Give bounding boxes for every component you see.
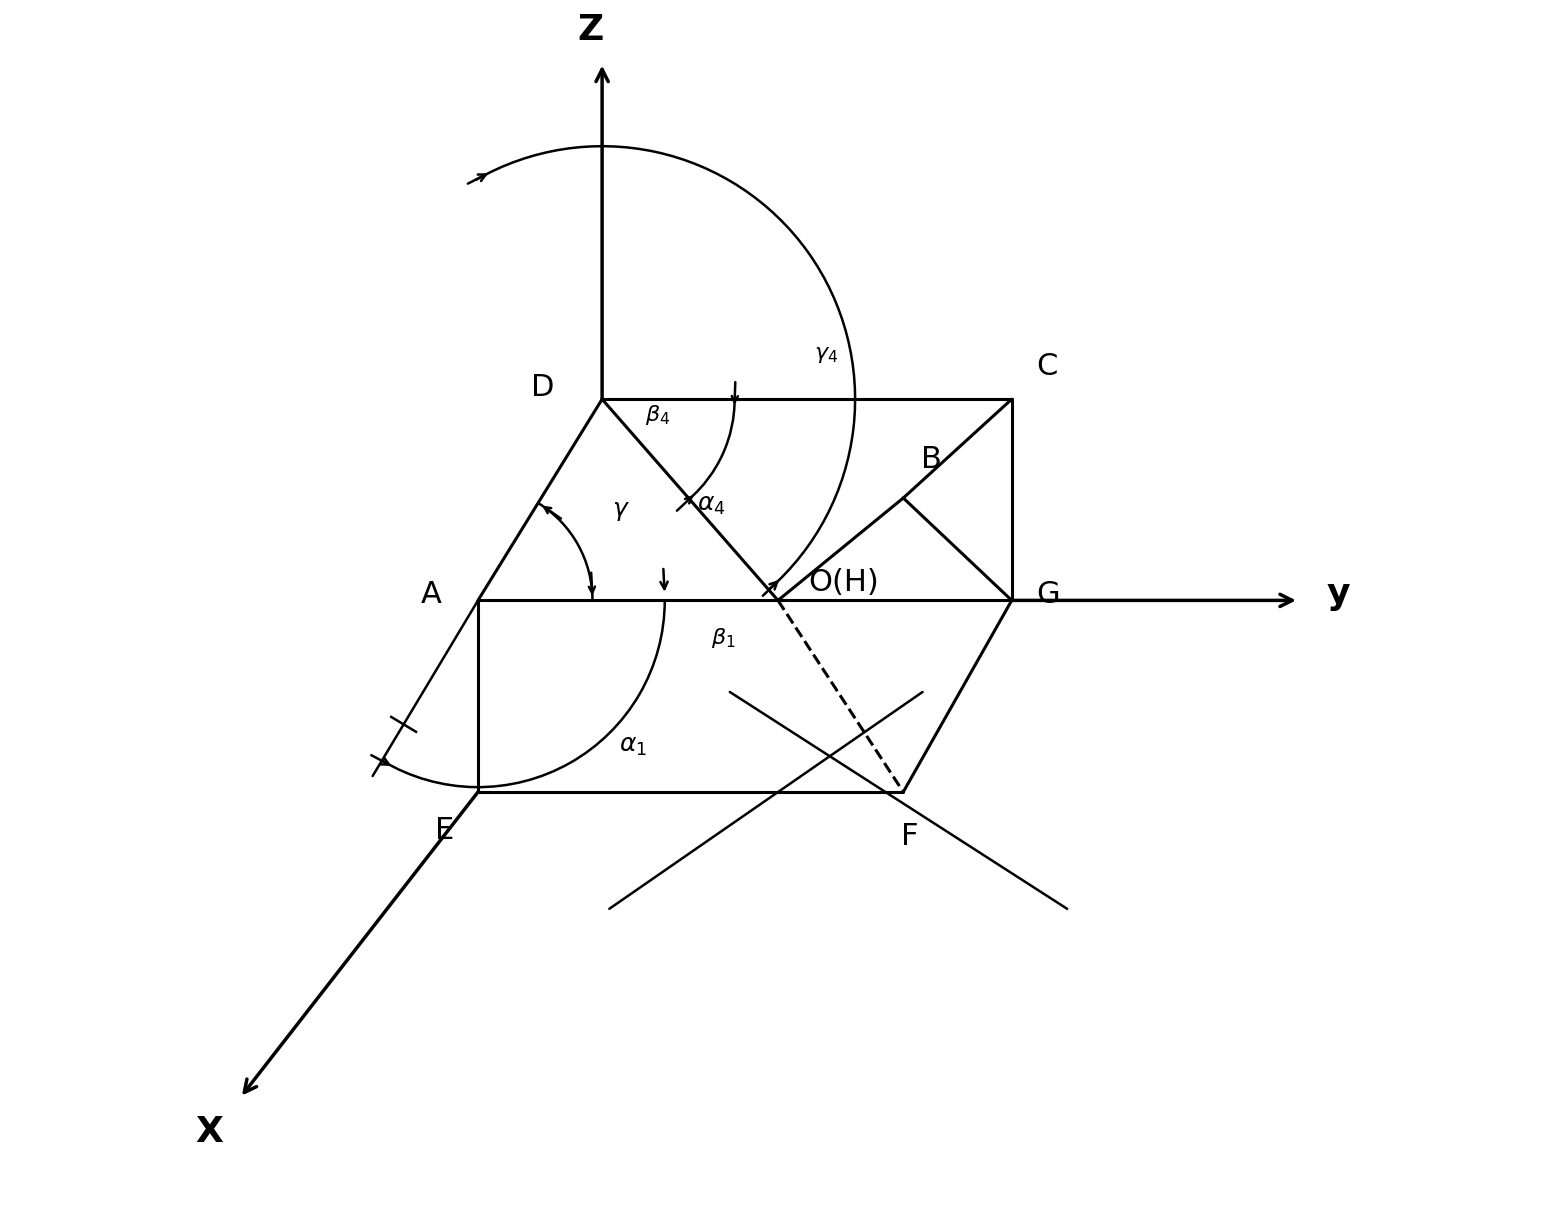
Text: $\beta_4$: $\beta_4$ bbox=[644, 403, 671, 426]
Text: $\alpha_4$: $\alpha_4$ bbox=[697, 493, 727, 517]
Text: Z: Z bbox=[577, 14, 604, 48]
Text: G: G bbox=[1036, 580, 1060, 608]
Text: y: y bbox=[1326, 578, 1349, 611]
Text: $\beta_1$: $\beta_1$ bbox=[711, 626, 736, 650]
Text: D: D bbox=[531, 372, 554, 402]
Text: X: X bbox=[196, 1115, 224, 1149]
Text: E: E bbox=[434, 816, 454, 846]
Text: A: A bbox=[422, 580, 442, 608]
Text: F: F bbox=[901, 822, 918, 850]
Text: $\gamma_4$: $\gamma_4$ bbox=[814, 344, 839, 365]
Text: C: C bbox=[1036, 353, 1057, 381]
Text: O(H): O(H) bbox=[808, 568, 879, 597]
Text: $\alpha_1$: $\alpha_1$ bbox=[619, 734, 647, 758]
Text: B: B bbox=[921, 445, 943, 474]
Text: $\gamma$: $\gamma$ bbox=[613, 499, 630, 524]
